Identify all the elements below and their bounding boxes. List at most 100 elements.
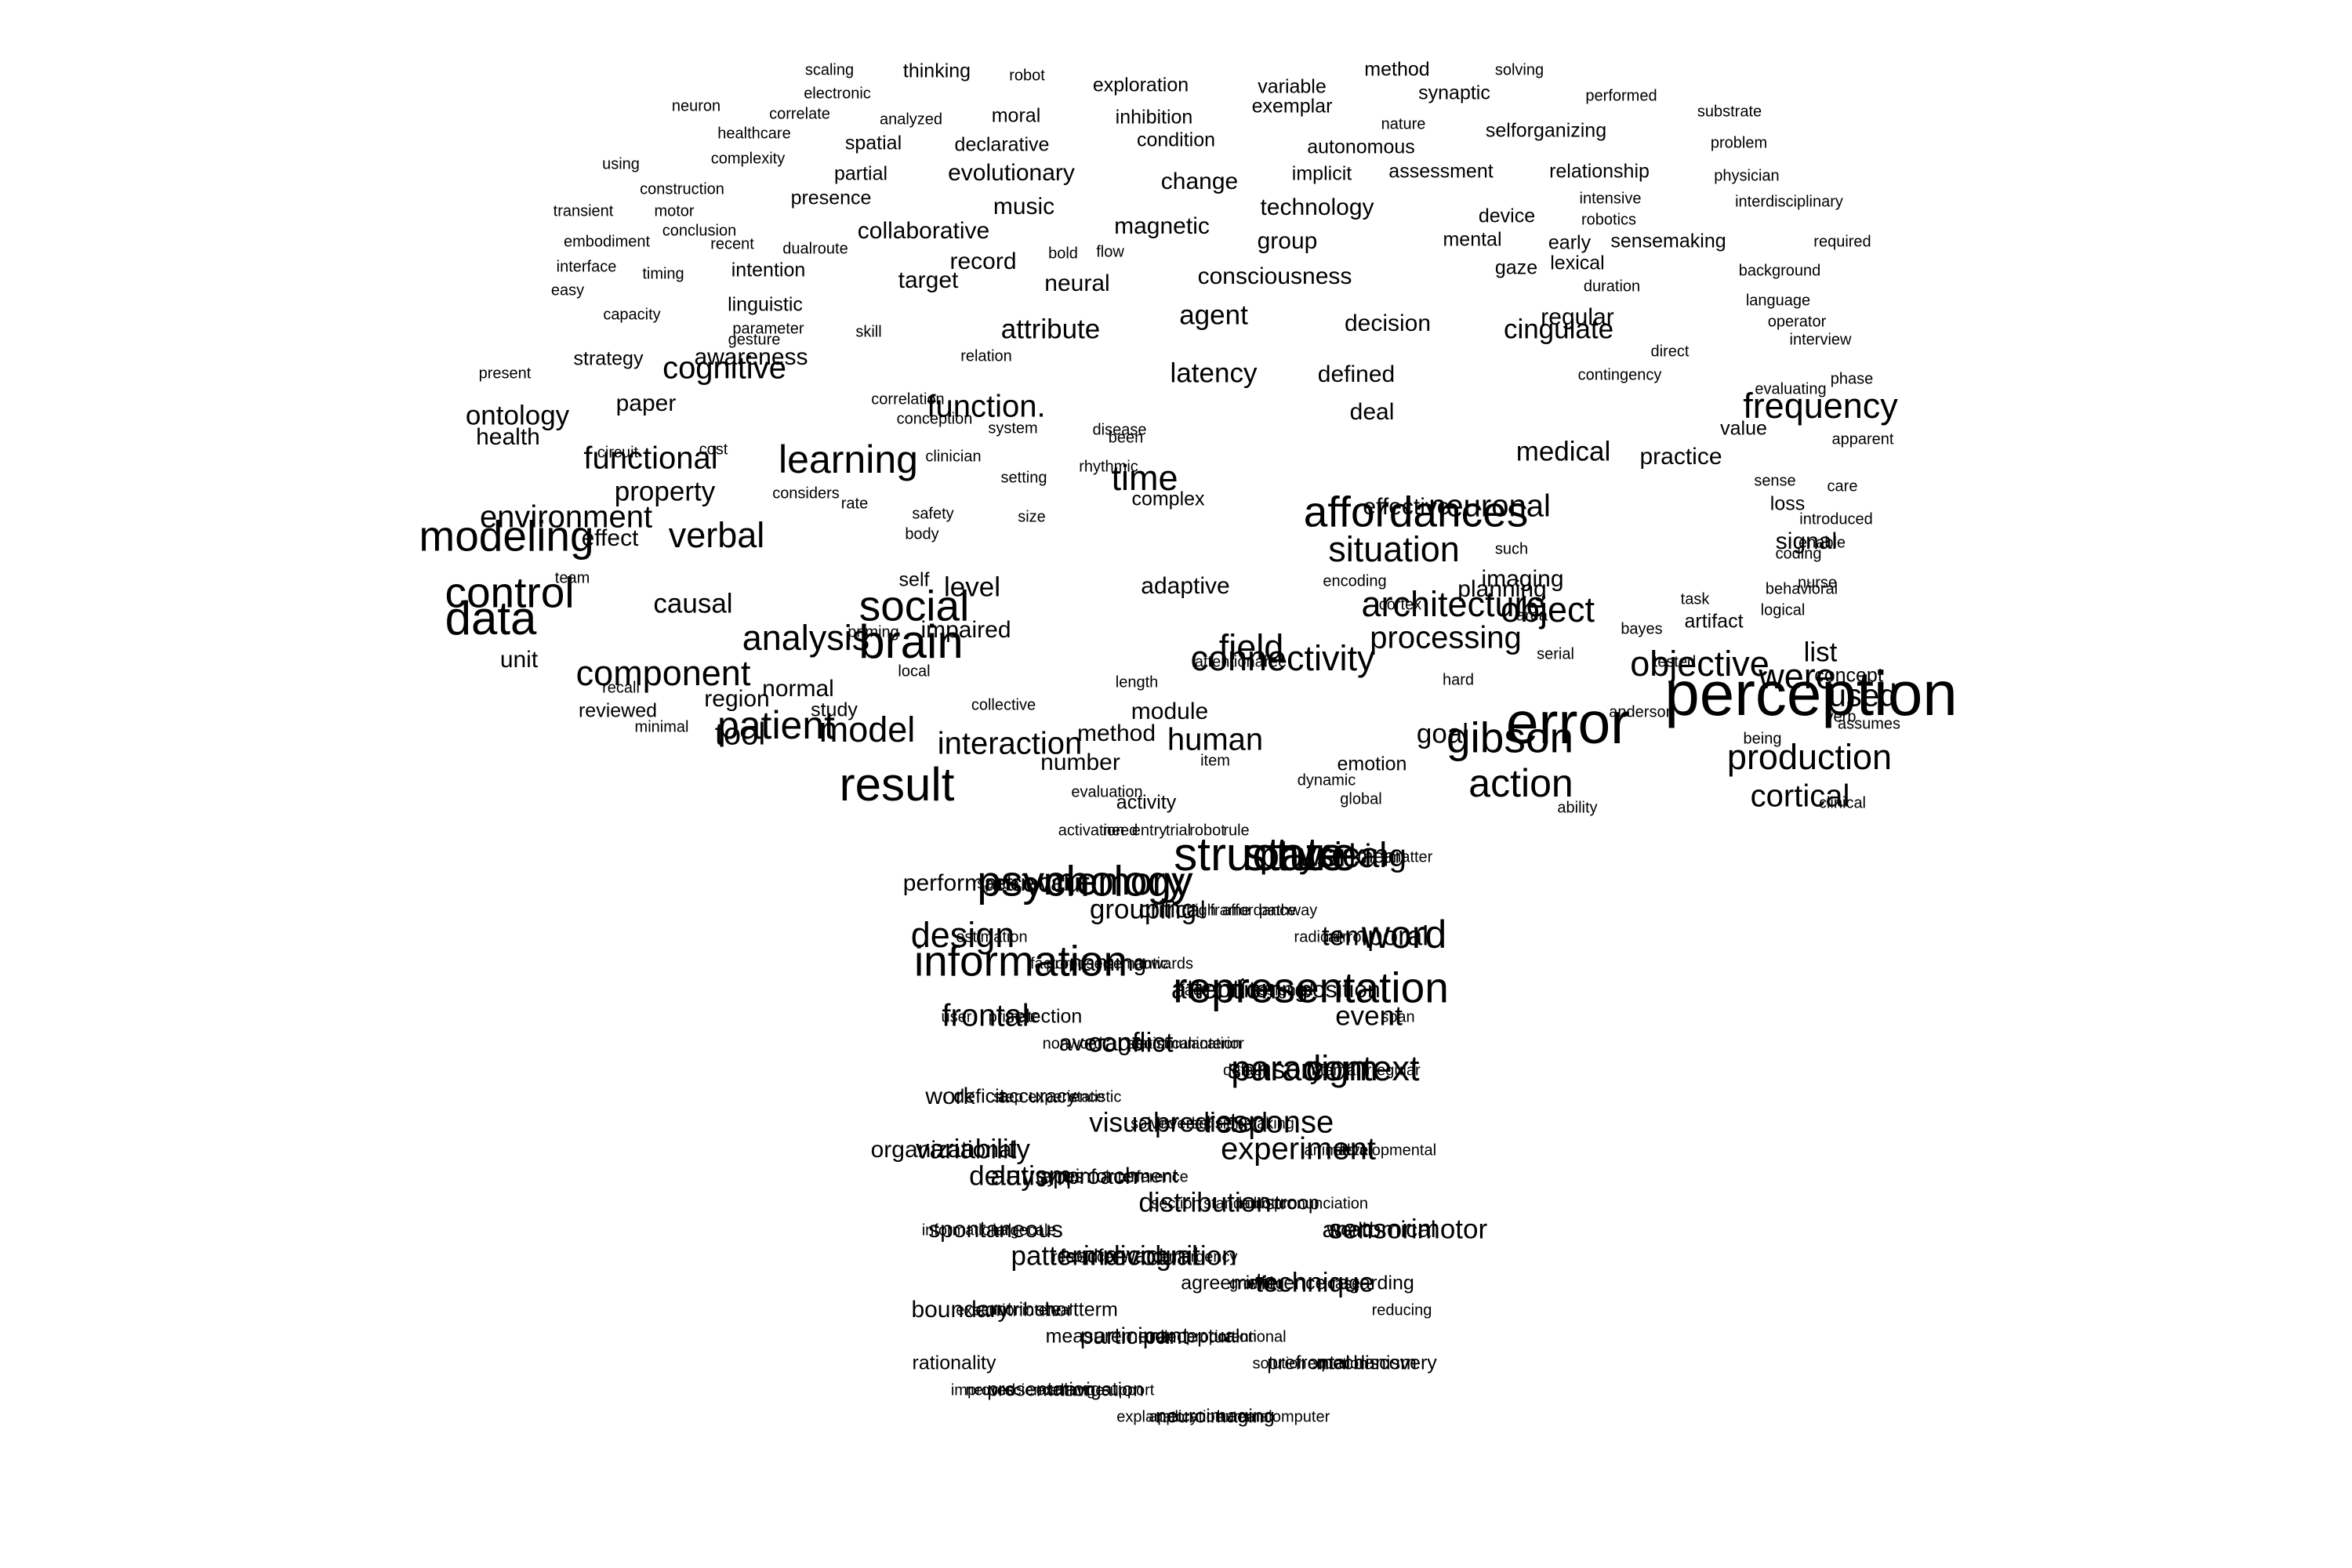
word: estimation (956, 928, 1027, 946)
word: error (1506, 690, 1630, 756)
word: agreement (1181, 1272, 1275, 1294)
word: artifact (1684, 611, 1743, 633)
word: such (1495, 540, 1528, 557)
word: adaptive (1141, 573, 1229, 599)
word: collective (971, 696, 1036, 713)
word: recall (602, 679, 640, 696)
word: region (704, 686, 769, 712)
word: problem (1711, 134, 1767, 151)
word: shortterm (1035, 1299, 1118, 1321)
word: verb (1826, 708, 1857, 725)
word-cloud-words: scaling thinking robot exploration method sol… (419, 59, 1957, 1428)
word: presence (791, 187, 872, 209)
word: autism (990, 1160, 1071, 1191)
word: performed (1585, 87, 1657, 104)
word: capacity (603, 306, 660, 323)
word: objective (1630, 644, 1769, 684)
word: normal (762, 676, 834, 702)
word: interaction (938, 727, 1083, 761)
word: tested (1653, 653, 1696, 670)
word: intention (731, 260, 806, 281)
word: neural (1044, 270, 1109, 296)
word: selforganizing (1486, 120, 1606, 142)
word: analyzed (880, 111, 942, 128)
word: working (1298, 839, 1406, 873)
word: local (898, 662, 930, 680)
word: motor (654, 202, 694, 220)
word: awareness (694, 344, 808, 370)
word: memory (1044, 859, 1185, 903)
word: latency (1171, 358, 1258, 388)
word: performance (903, 870, 1035, 896)
word: average (1059, 1030, 1144, 1056)
word: timing (642, 265, 684, 282)
word: boundary (911, 1297, 1009, 1323)
word: frame (1210, 902, 1250, 919)
word: conflict (1088, 1027, 1174, 1058)
word: anatomical (1322, 1217, 1436, 1243)
word: face (1180, 982, 1210, 999)
word: towards (1138, 955, 1193, 972)
word: grouping (1090, 894, 1196, 924)
word: encoding (1323, 572, 1386, 590)
word: operator (1768, 313, 1827, 330)
word: care (1828, 477, 1858, 495)
word: attention (1171, 974, 1276, 1004)
word: model (819, 710, 916, 750)
word: evaluating (1755, 380, 1826, 397)
word: physician (1714, 167, 1779, 184)
word: condition (1137, 129, 1215, 151)
word: pattern (1011, 1240, 1097, 1271)
word: equation (1308, 1355, 1368, 1372)
word: technique (1255, 1267, 1374, 1298)
word: direct (1651, 343, 1690, 360)
word: regular (1541, 304, 1613, 330)
word: length (1116, 673, 1159, 691)
word: design (911, 915, 1015, 955)
word: inference (1246, 1272, 1327, 1294)
word: mean (1357, 846, 1406, 868)
word: feedforward (1060, 1246, 1163, 1268)
word: ontology (466, 400, 570, 430)
word: prefrontal (1267, 1352, 1350, 1374)
word: word (1361, 913, 1446, 956)
word: rhythmic (1079, 458, 1138, 475)
word: mirror (1326, 928, 1367, 946)
word: contingency (1578, 366, 1662, 383)
word: substrate (1697, 103, 1762, 120)
word: case (1327, 1275, 1360, 1292)
word: emergency (1160, 1248, 1238, 1265)
word: neuroimaging (1156, 1406, 1275, 1428)
word: declarative (955, 134, 1050, 156)
word: required (1813, 233, 1871, 250)
word: inverse (1157, 1115, 1207, 1132)
word: planning (1457, 576, 1546, 602)
word: flow (1096, 243, 1124, 260)
word: spatial (845, 132, 902, 154)
word: construction (640, 180, 724, 198)
word: reinforcement (1058, 1166, 1178, 1188)
word: correlation (871, 390, 944, 408)
word: gesture (728, 331, 781, 348)
word: causal (653, 588, 732, 619)
word: used (1829, 679, 1897, 713)
word: intensive (1580, 190, 1642, 207)
word: unit (500, 647, 539, 673)
word: navigation (1054, 1379, 1144, 1401)
word: anderson (1609, 703, 1674, 720)
word: imaging (1481, 566, 1563, 592)
word: solved (1131, 1115, 1176, 1132)
word: item (1200, 752, 1230, 769)
word: variability (916, 1134, 1030, 1164)
word: affordance (1222, 902, 1296, 919)
word: activation (1058, 822, 1125, 839)
word: entry (1132, 822, 1167, 839)
word: interview (1790, 331, 1852, 348)
word: level (944, 572, 1000, 602)
word: moral (992, 105, 1041, 127)
word: defined (1318, 361, 1395, 387)
word: autonomous (1307, 136, 1415, 158)
word: consciousness (1198, 263, 1352, 289)
word: object (1501, 590, 1595, 630)
